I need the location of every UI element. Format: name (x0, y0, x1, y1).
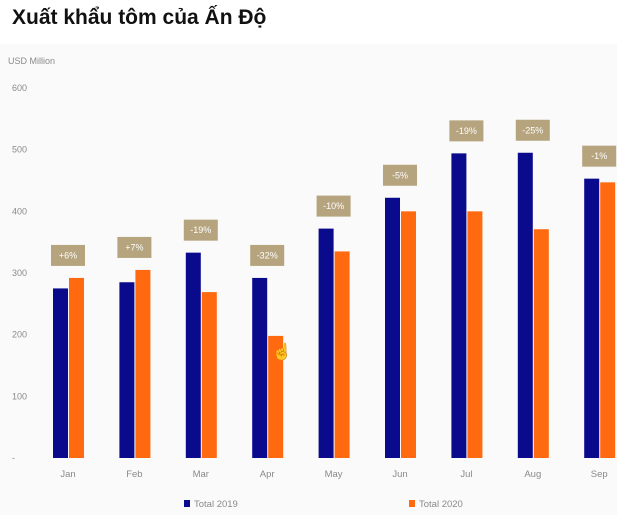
bars (53, 152, 616, 458)
legend-swatch (184, 500, 190, 507)
bar-2019-jun (385, 197, 400, 458)
change-badge-label: -10% (323, 201, 344, 211)
change-badge-label: -5% (392, 170, 408, 180)
change-badge (51, 244, 85, 266)
y-tick-label: 100 (12, 391, 27, 401)
bar-2019-apr (252, 277, 268, 458)
bar-2019-feb (119, 282, 135, 458)
change-badge (515, 119, 550, 141)
change-badge-label: -25% (522, 125, 543, 135)
chart-panel (0, 44, 617, 515)
y-tick-label: 200 (12, 330, 27, 340)
change-badge (183, 219, 218, 241)
x-tick-label: Jul (460, 469, 472, 480)
change-badge (383, 164, 417, 186)
x-tick-label: Jan (60, 469, 75, 480)
change-badge-label: +7% (125, 242, 143, 252)
x-tick-label: May (325, 469, 343, 480)
change-badge-label: -32% (257, 250, 278, 260)
change-badge-label: -19% (190, 225, 211, 235)
bar-2019-sep (584, 178, 600, 458)
y-tick-label: 300 (12, 268, 27, 278)
legend-label: Total 2019 (194, 499, 238, 510)
y-axis: - 100 200 300 400 500 600 (12, 83, 27, 463)
page-title: Xuất khẩu tôm của Ấn Độ (12, 6, 267, 29)
bar-2020-jan (69, 277, 84, 458)
bar-2019-aug (517, 152, 533, 458)
y-tick-label: 500 (12, 145, 27, 155)
x-tick-label: Feb (126, 469, 142, 480)
y-tick-label: 400 (12, 206, 27, 216)
bar-2019-mar (185, 252, 201, 458)
unit-label: USD Million (8, 56, 55, 66)
change-badge-label: -1% (591, 151, 607, 161)
bar-2020-aug (533, 229, 549, 458)
change-badge (117, 236, 152, 258)
bar-2020-jul (467, 211, 483, 458)
legend: Total 2019 Total 2020 (184, 499, 463, 510)
bar-2020-apr (268, 335, 284, 458)
x-tick-label: Jun (392, 469, 407, 480)
change-badge (250, 244, 285, 266)
bar-2020-feb (135, 269, 151, 458)
y-tick-label: - (12, 453, 15, 463)
bar-2020-sep (600, 182, 616, 458)
change-badge-label: +6% (59, 250, 77, 260)
y-tick-label: 600 (12, 83, 27, 93)
bar-2019-jul (451, 153, 467, 458)
hand-pointer-icon: ☝ (272, 344, 292, 361)
bar-2020-may (334, 251, 350, 458)
change-badge (582, 145, 617, 167)
change-badge (316, 195, 351, 217)
x-tick-label: Apr (260, 469, 275, 480)
bar-2019-jan (53, 288, 68, 458)
bar-2020-jun (401, 211, 416, 458)
legend-label: Total 2020 (419, 499, 463, 510)
x-tick-label: Mar (193, 469, 209, 480)
x-tick-label: Sep (591, 469, 608, 480)
change-badge-label: -19% (456, 126, 477, 136)
x-tick-label: Aug (524, 469, 541, 480)
bar-2020-mar (201, 292, 217, 458)
legend-swatch (409, 500, 415, 507)
change-badge (449, 120, 484, 142)
bar-2019-may (318, 228, 334, 458)
x-axis: Jan Feb Mar Apr May Jun Jul Aug Sep (60, 469, 607, 480)
change-badges: +6% +7% -19% -32% -10% -5% -19% -25% -1% (51, 119, 617, 266)
